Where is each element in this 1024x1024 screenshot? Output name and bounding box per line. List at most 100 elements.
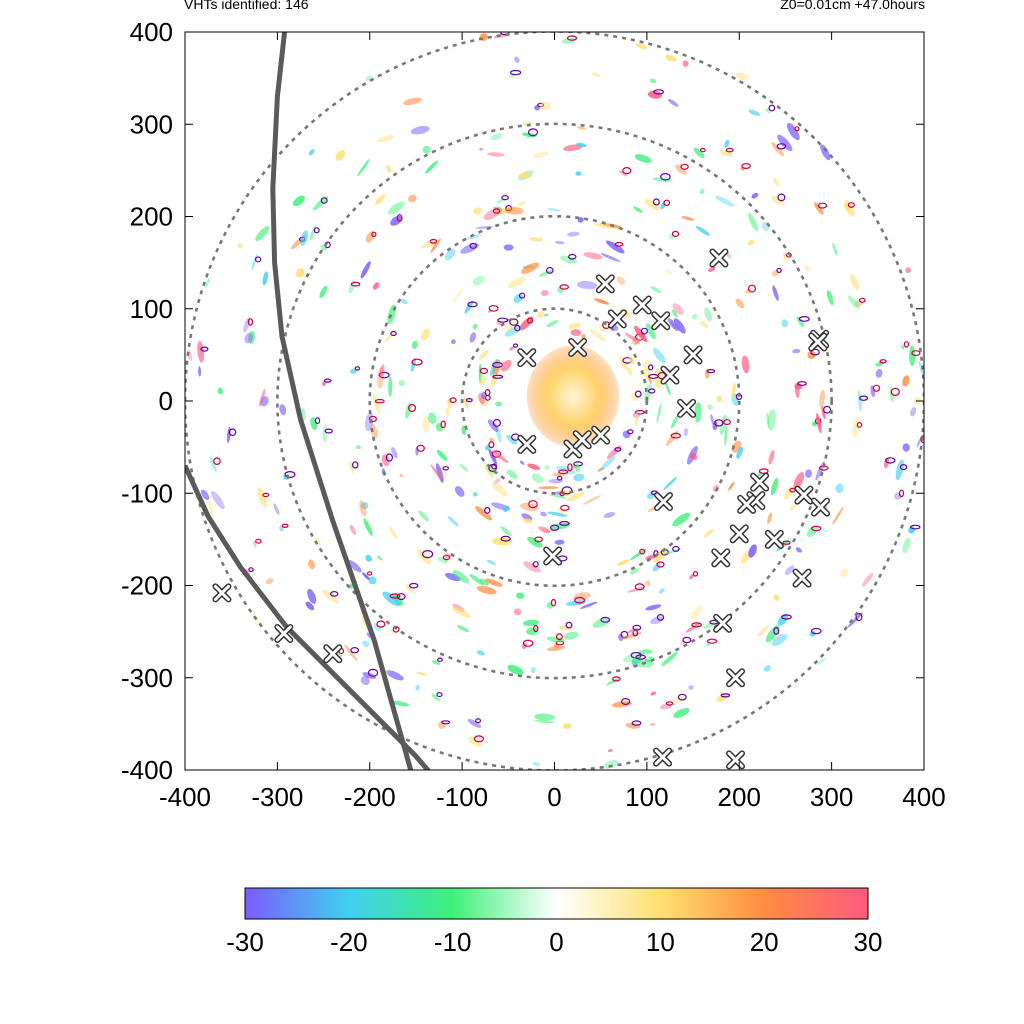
vorticity-contour	[527, 128, 539, 137]
vorticity-contour	[665, 701, 674, 706]
vorticity-blob	[628, 357, 635, 365]
vorticity-blob	[546, 645, 566, 651]
vorticity-contour	[555, 633, 563, 641]
vorticity-contour	[648, 364, 654, 371]
vorticity-contour	[635, 654, 646, 660]
vorticity-blob	[806, 525, 819, 538]
vorticity-blob	[560, 255, 578, 264]
vorticity-blob	[456, 625, 470, 633]
vorticity-blob	[550, 522, 571, 530]
vorticity-blob	[527, 463, 541, 470]
vorticity-contour	[559, 284, 569, 290]
vorticity-contour	[488, 441, 495, 449]
vorticity-blob	[376, 555, 383, 561]
vorticity-contour	[879, 359, 887, 364]
vorticity-contour	[416, 444, 425, 452]
vorticity-blob	[503, 244, 514, 251]
vorticity-blob	[731, 382, 737, 399]
vorticity-blob	[529, 237, 544, 242]
vorticity-blob	[547, 208, 561, 212]
vorticity-contour	[533, 624, 539, 633]
vorticity-blob	[516, 592, 525, 599]
vorticity-blob	[506, 469, 518, 480]
vorticity-blob	[308, 559, 316, 570]
vorticity-blob	[653, 547, 669, 563]
y-tick-label: 0	[159, 386, 173, 416]
y-tick-label: -300	[121, 663, 173, 693]
vorticity-blob	[627, 367, 633, 376]
vorticity-blob	[875, 369, 883, 378]
vorticity-blob	[489, 437, 494, 443]
vorticity-blob	[771, 141, 785, 157]
vorticity-blob	[447, 516, 459, 527]
vorticity-blob	[523, 561, 541, 573]
vorticity-contour	[622, 167, 632, 175]
vorticity-blob	[606, 445, 622, 459]
vorticity-blob	[724, 139, 730, 148]
vorticity-blob	[604, 759, 619, 769]
vorticity-blob	[555, 491, 561, 496]
vorticity-contour	[350, 647, 360, 654]
vorticity-blob	[840, 568, 848, 578]
vorticity-contour	[566, 35, 578, 41]
vorticity-blob	[763, 665, 771, 672]
vorticity-blob	[506, 435, 518, 445]
storm-tracks	[185, 32, 432, 770]
vorticity-blob	[363, 518, 373, 536]
vorticity-blob	[362, 572, 370, 580]
vorticity-blob	[630, 391, 639, 402]
vorticity-blob	[635, 43, 648, 50]
vorticity-contour	[797, 381, 807, 386]
vorticity-blob	[527, 536, 543, 548]
vorticity-blob	[279, 404, 287, 416]
vorticity-blob	[577, 280, 598, 290]
vht-marker	[572, 430, 592, 450]
vorticity-blob	[902, 443, 910, 452]
vorticity-blob	[735, 72, 750, 81]
vorticity-contour	[330, 591, 339, 597]
vorticity-blob	[416, 671, 428, 676]
vorticity-blob	[832, 242, 838, 257]
vorticity-blob	[770, 477, 779, 496]
vorticity-blob	[747, 239, 755, 246]
vorticity-blob	[607, 748, 613, 753]
vorticity-contour	[484, 507, 491, 514]
vorticity-blob	[379, 364, 385, 379]
x-tick-label: 200	[718, 782, 761, 812]
vorticity-contour	[631, 720, 642, 726]
vorticity-contour	[248, 567, 254, 572]
vorticity-blob	[408, 194, 417, 203]
vorticity-blob	[430, 238, 441, 254]
vorticity-blob	[849, 273, 860, 290]
vorticity-blob	[197, 340, 205, 363]
vorticity-blob	[472, 492, 478, 497]
y-tick-label: 100	[130, 294, 173, 324]
vorticity-contour	[549, 524, 560, 531]
vorticity-blob	[451, 339, 456, 345]
y-tick-label: 400	[130, 17, 173, 47]
vorticity-blob	[475, 226, 494, 229]
vorticity-blob	[771, 195, 785, 206]
vorticity-blob	[445, 553, 452, 560]
vorticity-blob	[562, 144, 583, 152]
x-tick-label: -300	[251, 782, 303, 812]
vorticity-blob	[630, 548, 647, 561]
vorticity-blob	[491, 482, 508, 497]
vorticity-blob	[589, 329, 607, 342]
vorticity-contour	[910, 524, 921, 530]
vorticity-blob	[889, 387, 894, 403]
vorticity-contour	[479, 367, 489, 374]
vorticity-blob	[716, 694, 727, 703]
vorticity-blob	[819, 389, 825, 408]
vorticity-contour	[491, 450, 502, 458]
vorticity-blob	[685, 622, 701, 633]
vorticity-blob	[386, 165, 392, 173]
vorticity-contour	[429, 238, 438, 244]
vorticity-blob	[600, 253, 621, 263]
vorticity-contour	[561, 486, 573, 495]
vorticity-blob	[478, 349, 489, 360]
vorticity-blob	[208, 499, 215, 519]
vorticity-contour	[747, 284, 756, 293]
vorticity-blob	[902, 375, 910, 387]
vht-marker	[607, 309, 627, 329]
